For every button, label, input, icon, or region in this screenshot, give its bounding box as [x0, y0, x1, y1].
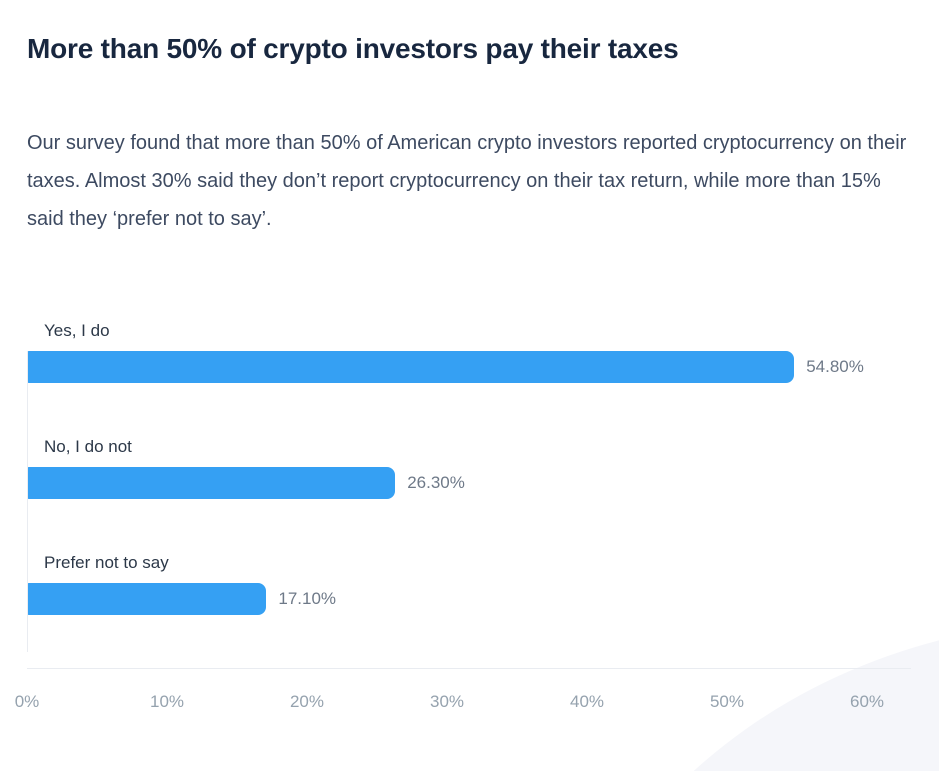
x-axis-tick-50: 50%: [709, 692, 744, 711]
chart-row: Prefer not to say 17.10%: [27, 552, 911, 615]
category-label: Yes, I do: [44, 321, 110, 340]
bar: [27, 467, 396, 499]
value-label: 26.30%: [407, 473, 465, 492]
x-axis-line: 0% 10% 20% 30% 40% 50% 60%: [15, 668, 911, 713]
bar: [27, 583, 267, 615]
x-axis-tick-30: 30%: [429, 692, 465, 711]
chart-row: No, I do not 26.30%: [27, 436, 911, 499]
page-title: More than 50% of crypto investors pay th…: [27, 33, 679, 64]
x-axis-tick-0: 0%: [14, 692, 40, 711]
bar-track: 17.10%: [27, 583, 867, 615]
survey-description: Our survey found that more than 50% of A…: [27, 132, 907, 230]
x-axis-ticks: 0% 10% 20% 30% 40% 50% 60%: [15, 691, 884, 713]
value-label: 17.10%: [278, 589, 337, 608]
value-label: 54.80%: [806, 357, 864, 376]
bar-track: 26.30%: [27, 467, 867, 499]
x-axis-tick-10: 10%: [149, 692, 185, 711]
x-axis-tick-20: 20%: [289, 692, 324, 711]
category-label: No, I do not: [44, 437, 132, 456]
category-label: Prefer not to say: [44, 553, 169, 572]
y-axis-line: [27, 351, 28, 652]
bar-track: 54.80%: [27, 351, 867, 383]
x-axis-tick-40: 40%: [569, 692, 605, 711]
page-content: More than 50% of crypto investors pay th…: [0, 31, 939, 713]
chart-row: Yes, I do 54.80%: [27, 320, 911, 383]
x-axis-tick-60: 60%: [849, 692, 885, 711]
bar-chart: Yes, I do 54.80% No, I do not 26.30% Pre…: [15, 320, 911, 713]
bar: [27, 351, 795, 383]
